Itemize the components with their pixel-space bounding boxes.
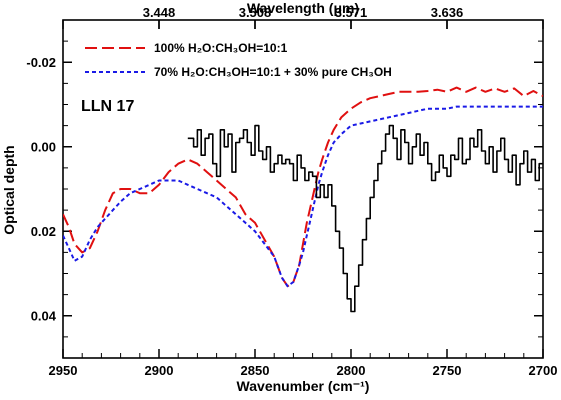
x-tick-label: 2700 bbox=[529, 363, 558, 378]
top-tick-label: 3.508 bbox=[239, 5, 272, 20]
top-axis-title: Wavelength (μm) bbox=[247, 0, 359, 16]
legend: 100% H₂O:CH₃OH=10:1 70% H₂O:CH₃OH=10:1 +… bbox=[85, 41, 392, 79]
ticks-layer: 2950 2900 2850 2800 2750 2700 3.448 3.508 3.571 3… bbox=[26, 5, 557, 378]
x-tick-label: 2800 bbox=[337, 363, 366, 378]
series-layer bbox=[63, 86, 543, 313]
model-100pct-line bbox=[63, 86, 543, 288]
x-tick-label: 2850 bbox=[241, 363, 270, 378]
legend-label-blue: 70% H₂O:CH₃OH=10:1 + 30% pure CH₃OH bbox=[154, 65, 392, 79]
model-70pct-line bbox=[63, 105, 543, 288]
observed-spectrum-line bbox=[187, 124, 543, 313]
top-tick-label: 3.571 bbox=[335, 5, 368, 20]
y-tick-label: 0.02 bbox=[31, 224, 56, 239]
x-tick-label: 2750 bbox=[433, 363, 462, 378]
x-tick-label: 2950 bbox=[49, 363, 78, 378]
source-label: LLN 17 bbox=[81, 98, 134, 115]
top-tick-label: 3.636 bbox=[431, 5, 464, 20]
x-axis-title: Wavenumber (cm⁻¹) bbox=[237, 378, 370, 394]
y-tick-label: 0.00 bbox=[31, 139, 56, 154]
y-axis-title: Optical depth bbox=[1, 145, 17, 234]
y-tick-label: -0.02 bbox=[26, 55, 56, 70]
top-tick-label: 3.448 bbox=[143, 5, 176, 20]
legend-label-red: 100% H₂O:CH₃OH=10:1 bbox=[154, 41, 288, 55]
x-tick-label: 2900 bbox=[145, 363, 174, 378]
y-tick-label: 0.04 bbox=[31, 308, 57, 323]
